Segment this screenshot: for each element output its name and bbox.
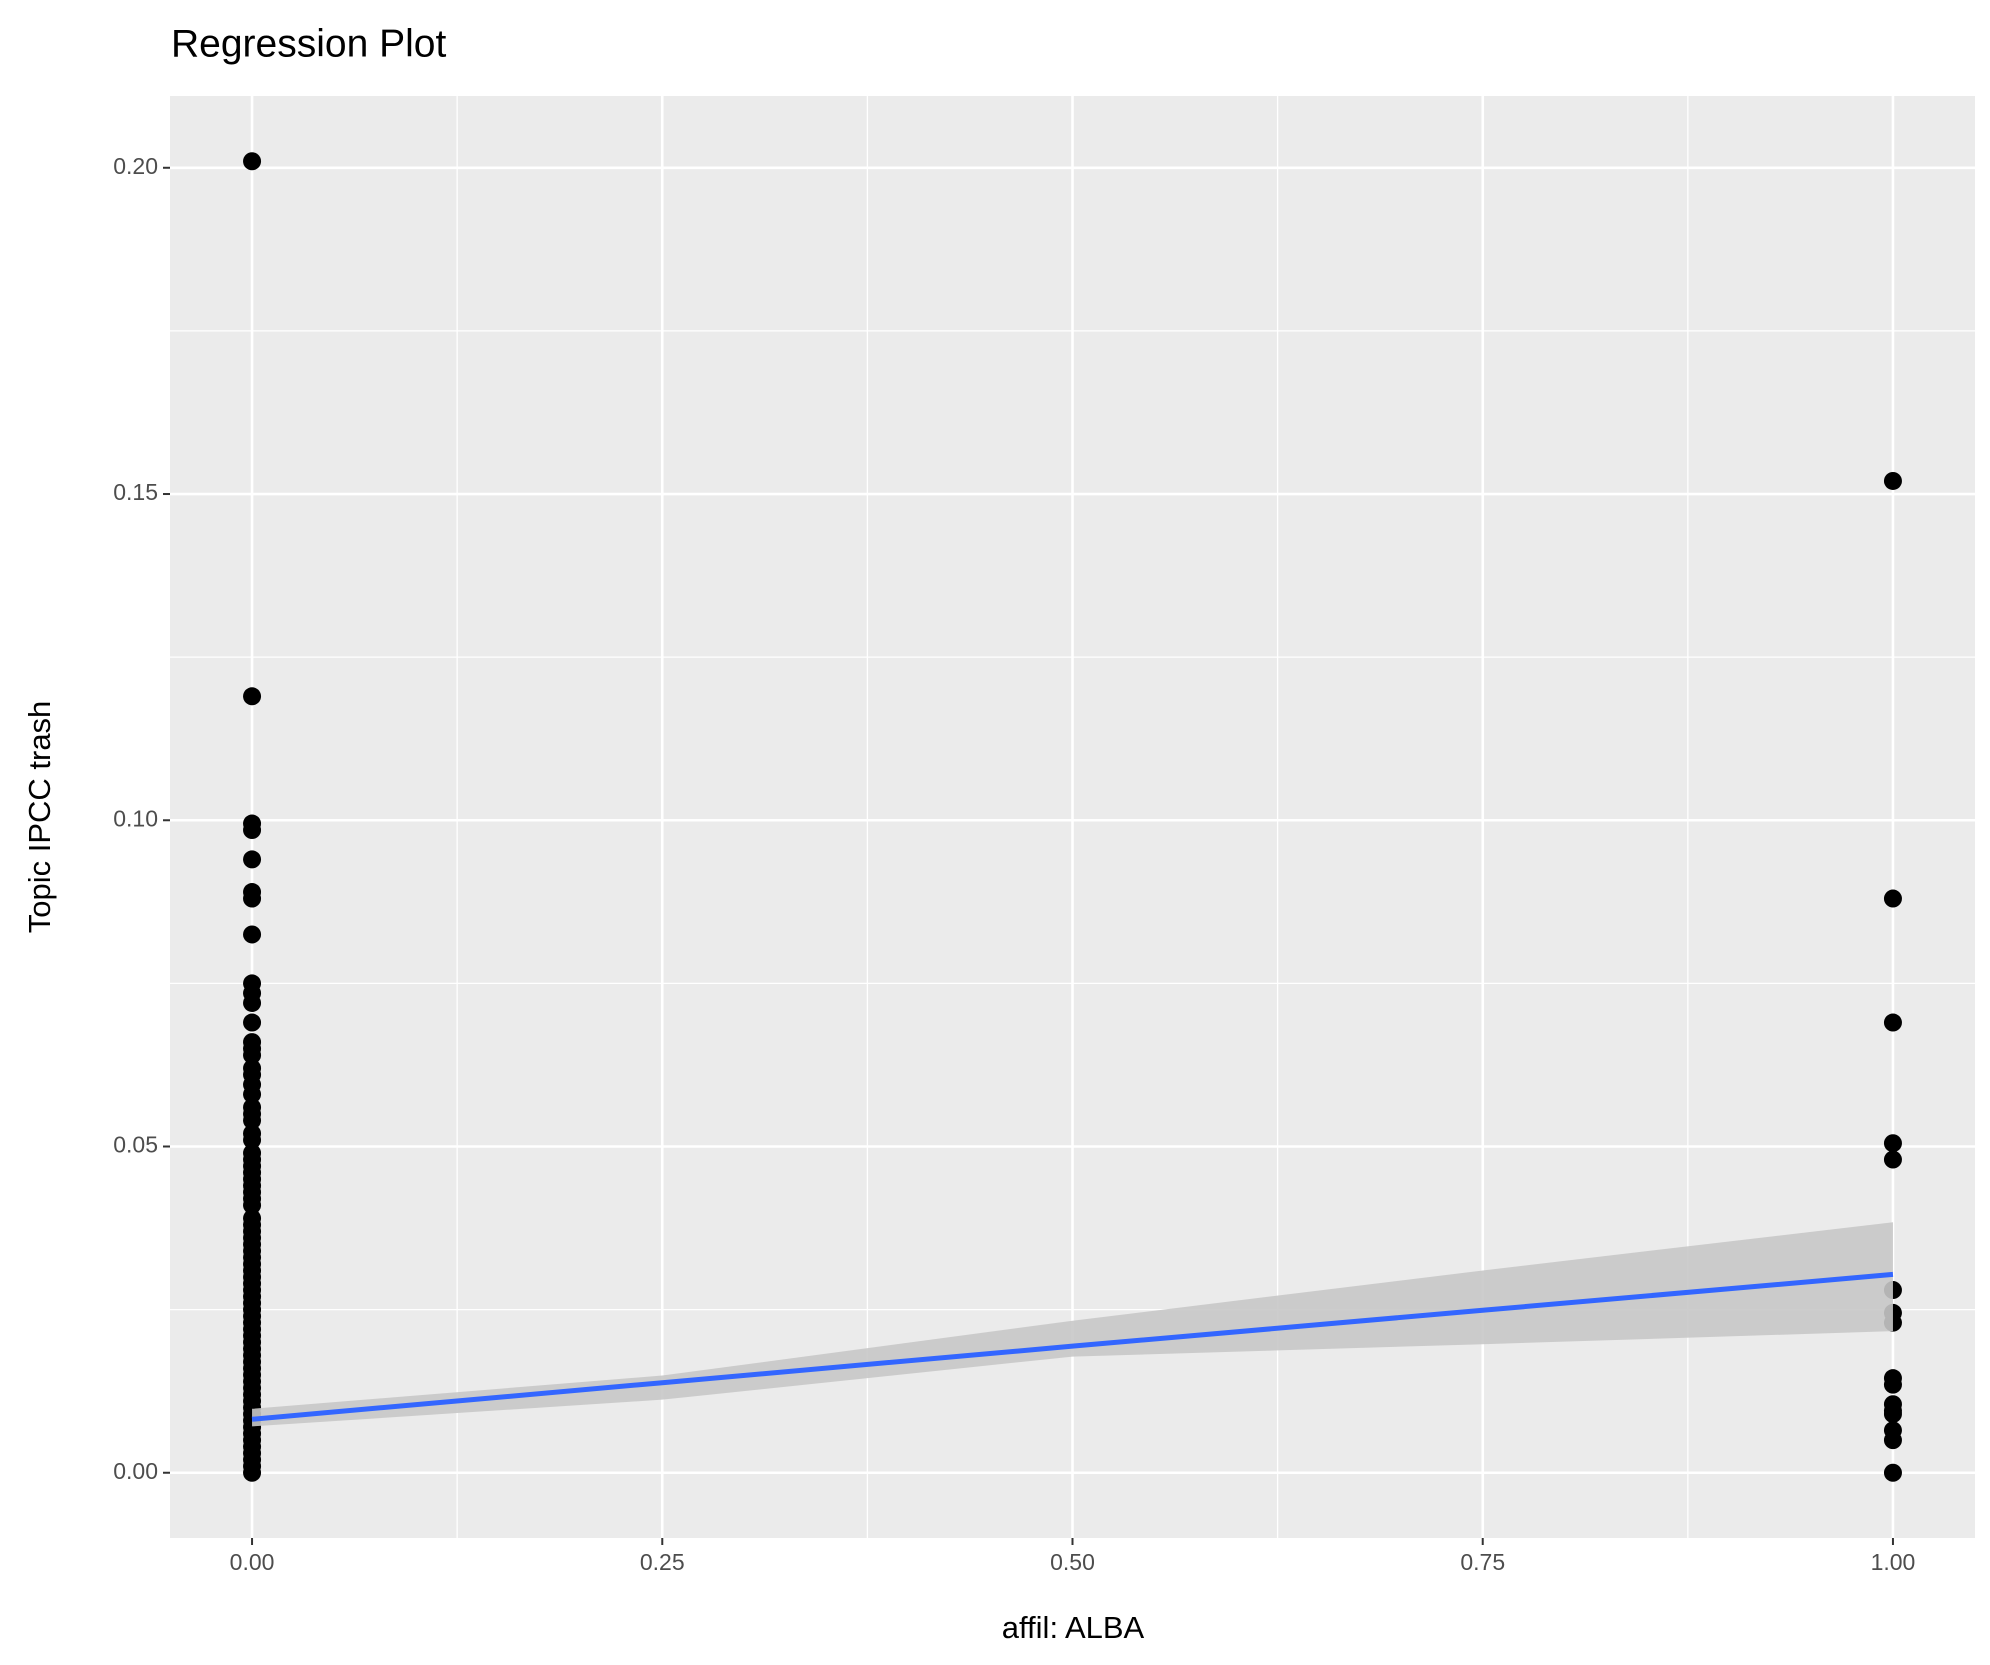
point [1883,1150,1902,1169]
regression-line [251,1271,1894,1422]
point [1883,889,1902,908]
point [243,1046,262,1065]
x-tick-label: 0.75 [1460,1549,1505,1575]
x-tick-label: 0.25 [640,1549,685,1575]
point [243,850,262,869]
chart-title: Regression Plot [171,22,446,65]
point [243,1111,262,1130]
point [243,1196,262,1215]
point [1883,1463,1902,1482]
point [1883,1134,1902,1153]
x-axis-title: affil: ALBA [1002,1610,1145,1645]
point [243,687,262,706]
point [243,1463,262,1482]
point [243,1085,262,1104]
point [1883,1375,1902,1394]
point [1883,1431,1902,1450]
point [1883,471,1902,490]
confidence-band [252,1222,1893,1427]
y-tick-label: 0.20 [113,153,158,179]
point [243,152,262,171]
point [1883,1013,1902,1032]
x-tick-label: 1.00 [1871,1549,1916,1575]
point [243,821,262,840]
point [1883,1405,1902,1424]
point [243,1130,262,1149]
point [243,925,262,944]
y-axis-title: Topic IPCC trash [22,701,57,934]
point [243,889,262,908]
y-tick-label: 0.10 [113,805,158,831]
y-tick-label: 0.15 [113,479,158,505]
point [243,1013,262,1032]
x-tick-label: 0.50 [1050,1549,1095,1575]
y-tick-label: 0.00 [113,1458,158,1484]
point [243,993,262,1012]
y-tick-label: 0.05 [113,1132,158,1158]
x-tick-label: 0.00 [230,1549,275,1575]
